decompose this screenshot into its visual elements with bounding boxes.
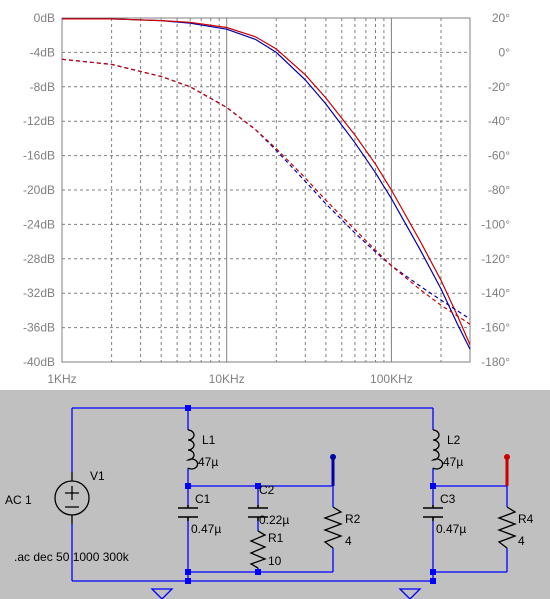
r2-value: 4 [345,534,352,548]
right-tick-label: 20° [492,11,510,25]
left-tick-label: -40dB [23,355,55,369]
left-tick-label: -8dB [30,80,55,94]
r1-value: 10 [268,554,282,568]
c2-capacitor[interactable] [248,505,268,521]
right-tick-label: -100° [481,217,510,231]
plot-grid [62,18,470,362]
right-tick-label: 0° [499,45,511,59]
right-axis-ticks: 20° 0° -20° -40° -60° -80° -100° -120° -140° -160… [481,11,510,369]
r2-resistor[interactable] [323,506,343,549]
c1-capacitor[interactable] [178,505,198,521]
circuit-schematic: L1 47µ L2 47µ C1 0.47µ C2 0.22µ C3 0.47µ… [0,390,550,599]
c3-capacitor[interactable] [423,505,443,521]
right-tick-label: -160° [481,321,510,335]
r1-label: R1 [268,531,284,545]
x-axis-ticks: 1KHz 10KHz 100KHz [47,372,412,386]
c3-value: 0.47µ [436,522,466,536]
magnitude-series-1 [62,18,471,346]
l1-inductor[interactable] [185,429,199,470]
junction-dots [185,405,436,584]
c2-label: C2 [259,483,275,497]
l2-value: 47µ [443,455,463,469]
l1-value: 47µ [198,455,218,469]
v1-label: V1 [90,469,105,483]
l2-label: L2 [447,433,461,447]
c1-label: C1 [195,492,211,506]
plot-frame [61,17,471,363]
probe-blue-tip [330,454,336,460]
right-tick-label: -20° [488,80,510,94]
x-tick-label: 1KHz [47,372,76,386]
v1-value: AC 1 [5,493,32,507]
right-tick-label: -180° [481,355,510,369]
plot-series [61,18,471,350]
left-tick-label: -4dB [30,45,55,59]
v1-source[interactable] [54,472,90,524]
right-tick-label: -80° [488,183,510,197]
left-tick-label: -28dB [23,252,55,266]
left-axis-ticks: 0dB -4dB -8dB -12dB -16dB -20dB -24dB -28dB -32d… [23,11,55,369]
left-tick-label: -24dB [23,217,55,231]
l1-label: L1 [202,433,216,447]
r1-resistor[interactable] [249,530,267,569]
spice-directive: .ac dec 50 1000 300k [14,550,130,564]
left-tick-label: -12dB [23,114,55,128]
left-tick-label: -32dB [23,286,55,300]
r4-value: 4 [518,534,525,548]
left-tick-label: -16dB [23,149,55,163]
r4-resistor[interactable] [497,506,517,549]
right-tick-label: -40° [488,114,510,128]
x-tick-label: 100KHz [370,372,413,386]
left-tick-label: -20dB [23,183,55,197]
right-tick-label: -140° [481,286,510,300]
magnitude-series-0 [62,18,471,350]
grounds [150,588,422,599]
c1-value: 0.47µ [191,522,221,536]
l2-inductor[interactable] [430,429,444,470]
c2-value: 0.22µ [259,513,289,527]
phase-series-2 [61,58,471,320]
left-tick-label: -36dB [23,321,55,335]
bode-plot: 0dB -4dB -8dB -12dB -16dB -20dB -24dB -28dB -32d… [22,11,511,386]
probes [330,454,510,486]
r4-label: R4 [518,512,534,526]
right-tick-label: -120° [481,252,510,266]
right-tick-label: -60° [488,149,510,163]
probe-red-tip [504,454,510,460]
component-labels: L1 47µ L2 47µ C1 0.47µ C2 0.22µ C3 0.47µ… [5,433,534,568]
phase-series-3 [61,58,471,325]
r2-label: R2 [345,512,361,526]
x-tick-label: 10KHz [209,372,245,386]
left-tick-label: 0dB [34,11,55,25]
c3-label: C3 [440,492,456,506]
